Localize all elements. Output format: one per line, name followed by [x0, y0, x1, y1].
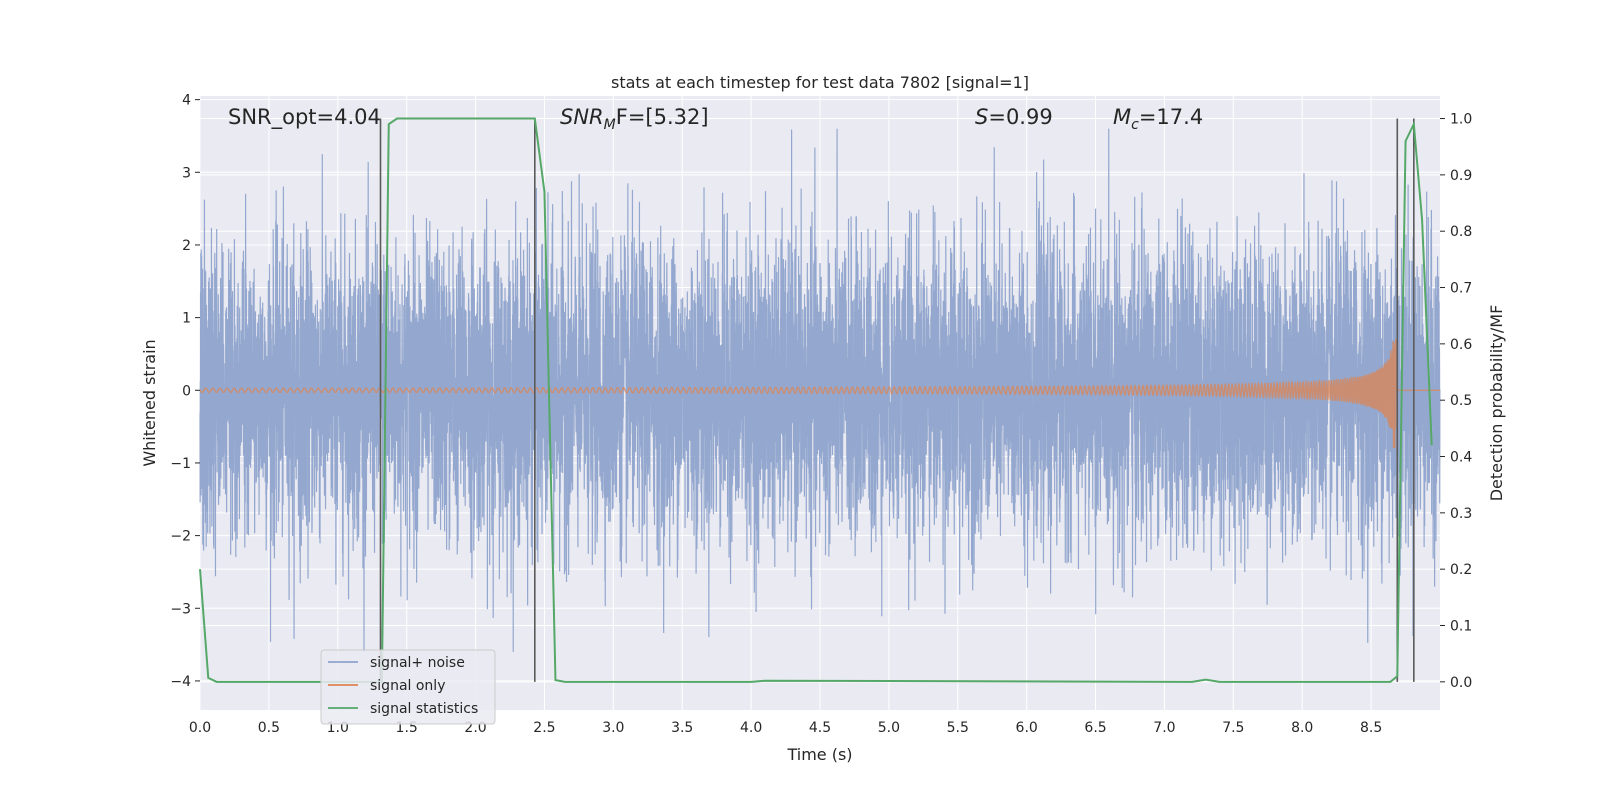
annotation-s-value: =0.99: [988, 105, 1052, 129]
y-tick-label: 0: [182, 383, 191, 399]
y-tick-label: 2: [182, 238, 191, 254]
y-right-tick-label: 0.3: [1450, 506, 1472, 522]
x-tick-label: 3.0: [602, 720, 624, 736]
y-right-tick-label: 0.0: [1450, 675, 1472, 691]
x-tick-label: 2.5: [533, 720, 555, 736]
y-right-tick-label: 0.7: [1450, 281, 1472, 297]
legend: signal+ noise signal only signal statist…: [320, 649, 496, 725]
y-right-tick-label: 0.4: [1450, 450, 1472, 466]
x-tick-label: 8.5: [1360, 720, 1382, 736]
x-tick-label: 6.0: [1016, 720, 1038, 736]
annotation-mc-name: M: [1113, 105, 1131, 129]
y-tick-label: −3: [170, 601, 191, 617]
legend-box: [320, 649, 496, 725]
y-tick-label: 3: [182, 165, 191, 181]
y-right-tick-label: 0.9: [1450, 168, 1472, 184]
annotation-snr-mf-sub: M: [604, 117, 616, 133]
annotation-snr-mf-prefix: SNR: [560, 105, 604, 129]
x-tick-label: 5.5: [947, 720, 969, 736]
x-tick-label: 4.0: [740, 720, 762, 736]
x-tick-label: 0.5: [258, 720, 280, 736]
x-tick-label: 5.0: [878, 720, 900, 736]
series-signal-noise: [199, 128, 1441, 652]
legend-label-signal-noise: signal+ noise: [370, 655, 465, 671]
signal-only-line: [199, 339, 1440, 449]
legend-label-signal-only: signal only: [370, 678, 445, 694]
x-tick-label: 4.5: [809, 720, 831, 736]
series-signal-only: [199, 339, 1440, 449]
vertical-markers: [379, 118, 1415, 682]
annotation-mc-value: =17.4: [1139, 105, 1203, 129]
y-tick-label: −1: [170, 456, 191, 472]
y-right-tick-label: 1.0: [1450, 112, 1472, 128]
x-tick-label: 3.5: [671, 720, 693, 736]
y-right-tick-label: 0.8: [1450, 224, 1472, 240]
signal-noise-line: [199, 128, 1441, 652]
x-tick-labels: 0.0 0.5 1.0 1.5 2.0 2.5 3.0 3.5 4.0 4.5 5.0 5.5 6.0 6…: [189, 720, 1382, 736]
x-tick-label: 0.0: [189, 720, 211, 736]
x-tick-label: 6.5: [1084, 720, 1106, 736]
annotation-s-name: S: [975, 105, 988, 129]
annotation-mc: Mc=17.4: [1113, 105, 1203, 133]
x-tick-label: 8.0: [1291, 720, 1313, 736]
chart-title: stats at each timestep for test data 780…: [611, 73, 1029, 92]
x-tick-label: 7.0: [1153, 720, 1175, 736]
y-right-tick-label: 0.6: [1450, 337, 1472, 353]
legend-label-signal-statistics: signal statistics: [370, 701, 478, 717]
y-right-tick-labels: 1.0 0.9 0.8 0.7 0.6 0.5 0.4 0.3 0.2 0.1 0.0: [1440, 112, 1472, 691]
y-tick-label: −4: [170, 674, 191, 690]
y-right-tick-label: 0.2: [1450, 562, 1472, 578]
annotation-mc-sub: c: [1131, 117, 1139, 133]
y-right-axis-label: Detection probability/MF: [1487, 305, 1506, 502]
y-tick-label: 1: [182, 311, 191, 327]
annotation-snr-mf: SNRMF=[5.32]: [560, 105, 709, 133]
y-tick-label: 4: [182, 93, 191, 109]
annotation-snr-opt: SNR_opt=4.04: [228, 105, 381, 130]
x-axis-label: Time (s): [786, 745, 852, 764]
y-tick-label: −2: [170, 529, 191, 545]
y-axis-label: Whitened strain: [140, 339, 159, 466]
x-tick-label: 7.5: [1222, 720, 1244, 736]
y-right-tick-label: 0.1: [1450, 619, 1472, 635]
y-right-tick-label: 0.5: [1450, 393, 1472, 409]
annotation-snr-mf-suffix: F=[5.32]: [616, 105, 709, 129]
annotation-s: S=0.99: [975, 105, 1053, 129]
y-tick-labels: 4 3 2 1 0 −1 −2 −3 −4: [170, 93, 200, 690]
